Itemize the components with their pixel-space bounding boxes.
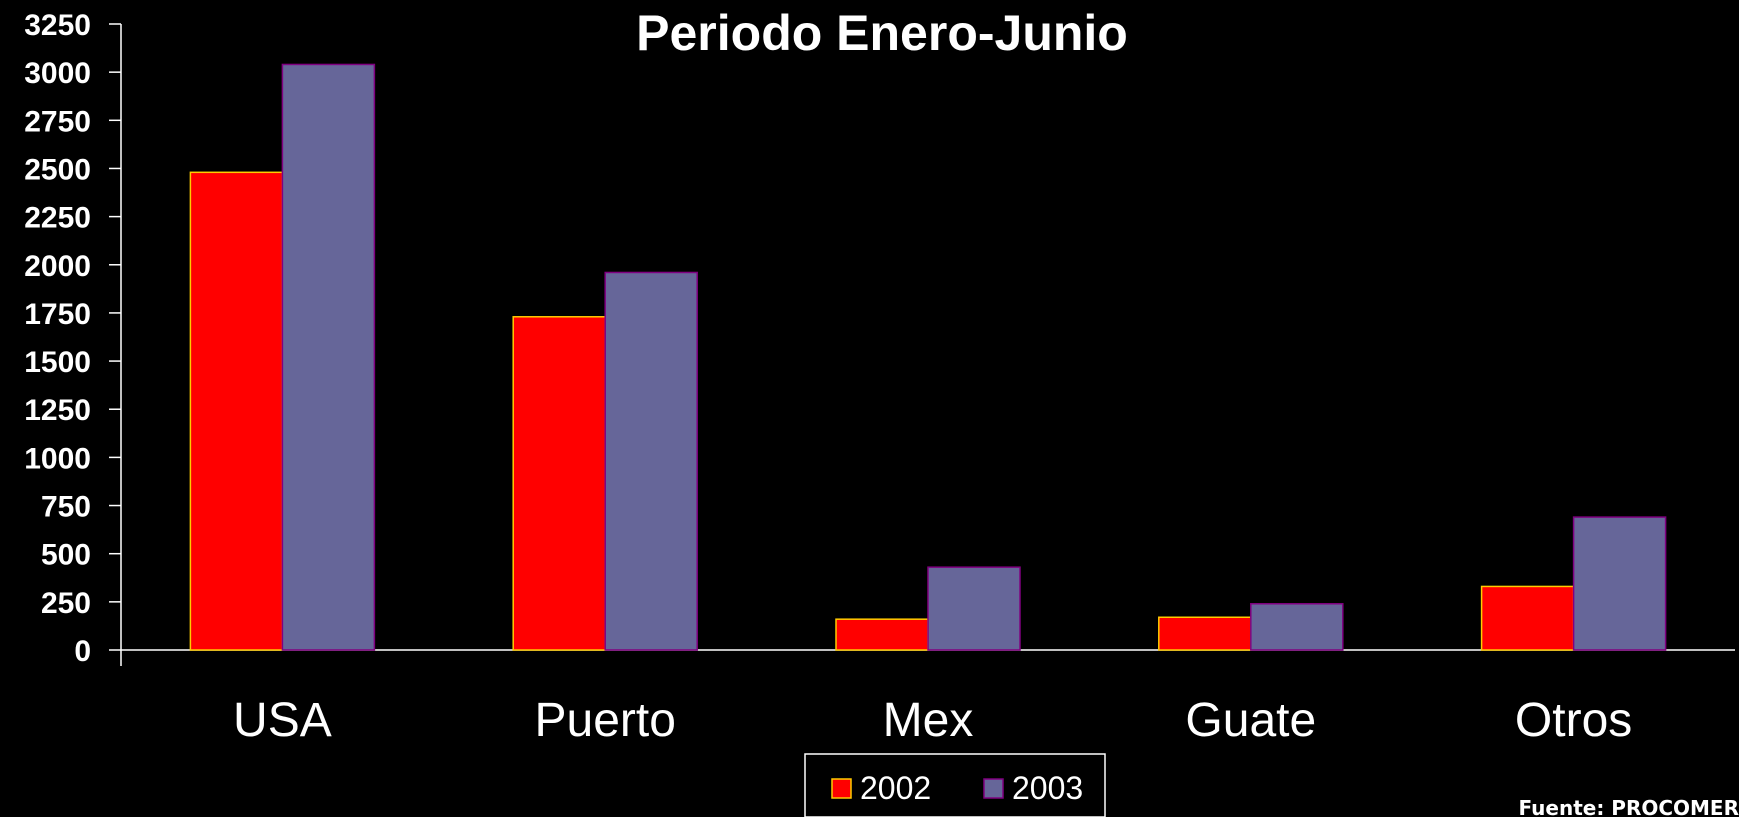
legend-box xyxy=(804,753,1106,817)
y-tick-label: 0 xyxy=(74,635,91,668)
y-tick-label: 2250 xyxy=(24,202,91,235)
x-tick-label: Mex xyxy=(883,694,974,747)
legend: 2002 2003 xyxy=(804,753,1106,817)
y-tick-label: 1000 xyxy=(24,442,91,475)
chart-title: Periodo Enero-Junio xyxy=(636,5,1128,61)
bar-2003-puerto xyxy=(604,271,698,651)
y-tick-label: 3250 xyxy=(24,9,91,42)
bar-2003-mex xyxy=(927,566,1021,651)
x-tick-label: Puerto xyxy=(534,694,675,747)
bar-2003-usa xyxy=(281,63,376,651)
bar-2003-otros xyxy=(1572,516,1667,651)
y-tick-label: 2500 xyxy=(24,153,91,186)
legend-swatch-2002 xyxy=(831,778,852,799)
bar-2002-guate xyxy=(1158,616,1252,651)
bar-2002-puerto xyxy=(512,316,606,651)
legend-label-2003: 2003 xyxy=(1012,770,1083,806)
x-tick-label: USA xyxy=(233,694,332,747)
y-tick-label: 3000 xyxy=(24,57,91,90)
bar-2003-guate xyxy=(1250,603,1344,651)
y-tick-label: 1250 xyxy=(24,394,91,427)
y-tick-label: 1750 xyxy=(24,298,91,331)
y-tick-label: 1500 xyxy=(24,346,91,379)
source-note: Fuente: PROCOMER xyxy=(1519,796,1739,817)
y-tick-label: 2750 xyxy=(24,105,91,138)
y-tick-label: 750 xyxy=(41,491,91,524)
legend-label-2002: 2002 xyxy=(860,770,931,806)
y-axis: 0 250 500 750 1000 1250 1500 1750 2000 2250 2500 27… xyxy=(24,9,122,668)
bar-2002-otros xyxy=(1480,585,1575,651)
x-tick-label: Otros xyxy=(1515,694,1632,747)
x-axis: USA Puerto Mex Guate Otros xyxy=(121,649,1735,747)
y-tick-label: 500 xyxy=(41,539,91,572)
bar-2002-usa xyxy=(189,171,284,651)
y-tick-label: 2000 xyxy=(24,250,91,283)
legend-swatch-2003 xyxy=(983,778,1004,799)
x-tick-label: Guate xyxy=(1185,694,1316,747)
y-tick-label: 250 xyxy=(41,587,91,620)
bar-2002-mex xyxy=(835,618,929,651)
bars-group xyxy=(189,63,1667,651)
